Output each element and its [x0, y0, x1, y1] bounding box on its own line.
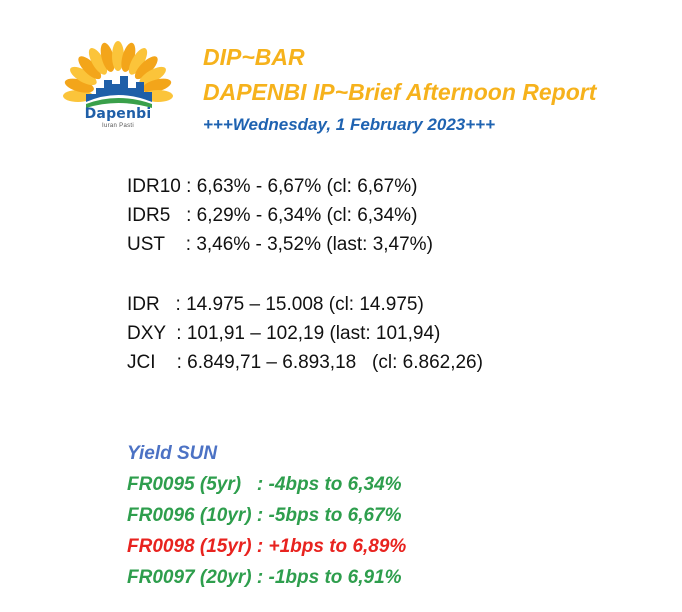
market-row-idr: IDR : 14.975 – 15.008 (cl: 14.975)	[127, 294, 424, 315]
market-summary: IDR10 : 6,63% - 6,67% (cl: 6,67%) IDR5 :…	[127, 172, 483, 377]
logo-petal	[88, 48, 108, 75]
logo-tagline: Iuran Pasti	[102, 123, 134, 129]
logo-wordmark: Dapenbi	[84, 106, 152, 122]
yield-row-fr0096: FR0096 (10yr) : -5bps to 6,67%	[127, 505, 402, 526]
report-code: DIP~BAR	[203, 44, 305, 70]
logo-petal	[128, 48, 148, 75]
logo-petal	[112, 41, 124, 71]
logo-petal	[78, 56, 102, 80]
report-date: +++Wednesday, 1 February 2023+++	[203, 115, 496, 134]
logo-petal	[139, 66, 166, 86]
yield-row-fr0098: FR0098 (15yr) : +1bps to 6,89%	[127, 536, 407, 557]
market-row-idr10: IDR10 : 6,63% - 6,67% (cl: 6,67%)	[127, 176, 418, 197]
market-row-dxy: DXY : 101,91 – 102,19 (last: 101,94)	[127, 323, 441, 344]
yield-section: Yield SUN FR0095 (5yr) : -4bps to 6,34% …	[127, 438, 406, 593]
market-row-ust: UST : 3,46% - 3,52% (last: 3,47%)	[127, 234, 433, 255]
logo-petal	[142, 78, 172, 93]
logo-petal	[63, 90, 93, 102]
market-row-idr5: IDR5 : 6,29% - 6,34% (cl: 6,34%)	[127, 205, 418, 226]
logo-petal	[70, 66, 97, 86]
dapenbi-logo-icon	[63, 41, 173, 108]
yield-title: Yield SUN	[127, 443, 218, 464]
market-row-jci: JCI : 6.849,71 – 6.893,18 (cl: 6.862,26)	[127, 352, 483, 373]
yield-row-fr0095: FR0095 (5yr) : -4bps to 6,34%	[127, 474, 402, 495]
yield-row-fr0097: FR0097 (20yr) : -1bps to 6,91%	[127, 567, 402, 588]
logo-petal	[100, 42, 115, 72]
logo-petal	[134, 56, 158, 80]
spacer	[127, 259, 483, 290]
report-title: DAPENBI IP~Brief Afternoon Report	[203, 79, 597, 105]
